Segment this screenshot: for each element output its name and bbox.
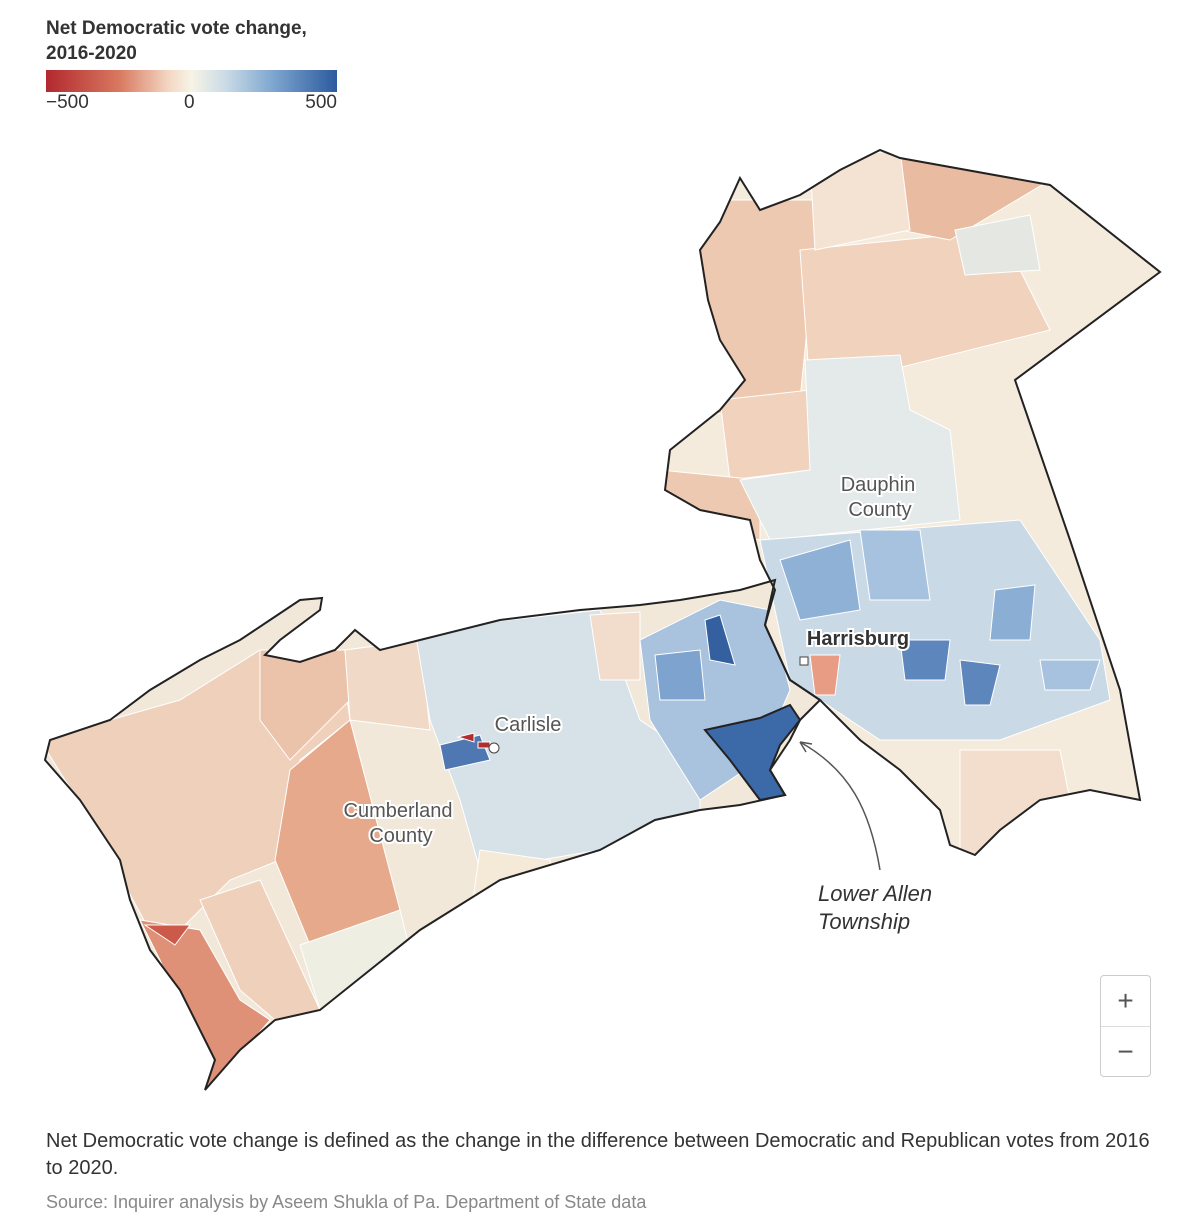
annotation-leader-line bbox=[799, 741, 881, 871]
precinct[interactable] bbox=[954, 214, 1041, 276]
precinct[interactable] bbox=[344, 639, 431, 731]
precinct[interactable] bbox=[1039, 659, 1101, 691]
lower-allen-township[interactable] bbox=[703, 703, 802, 802]
precinct[interactable] bbox=[779, 539, 861, 621]
precinct[interactable] bbox=[589, 611, 641, 681]
precinct[interactable] bbox=[989, 584, 1036, 641]
precinct[interactable] bbox=[143, 924, 191, 946]
precinct[interactable] bbox=[456, 732, 475, 743]
label-carlisle: Carlisle bbox=[495, 714, 562, 736]
label-harrisburg: Harrisburg bbox=[807, 628, 909, 650]
annotation-line-2: Township bbox=[818, 909, 911, 934]
choropleth-map[interactable]: Dauphin County Cumberland County Harrisb… bbox=[0, 0, 1200, 1110]
precinct[interactable] bbox=[959, 749, 1081, 860]
annotation-line-1: Lower Allen bbox=[818, 881, 933, 906]
harrisburg-marker bbox=[799, 656, 809, 666]
legend-min-label: −500 bbox=[46, 92, 89, 113]
zoom-out-button[interactable]: − bbox=[1117, 1036, 1134, 1067]
cumberland-county-precincts[interactable] bbox=[40, 580, 840, 1100]
precinct[interactable] bbox=[899, 639, 951, 681]
precinct[interactable] bbox=[469, 849, 561, 921]
zoom-in-button[interactable]: + bbox=[1101, 976, 1150, 1027]
source-line: Source: Inquirer analysis by Aseem Shukl… bbox=[46, 1192, 647, 1212]
annotation-lower-allen: Lower Allen Township bbox=[818, 880, 932, 936]
label-cumberland-county: County bbox=[369, 825, 432, 847]
carlisle-marker bbox=[488, 742, 500, 754]
precinct[interactable] bbox=[139, 919, 271, 1090]
precinct[interactable] bbox=[477, 741, 491, 749]
legend-max-label: 500 bbox=[305, 92, 337, 113]
label-dauphin-county: County bbox=[848, 499, 911, 521]
footnote: Net Democratic vote change is defined as… bbox=[46, 1130, 1150, 1179]
precinct[interactable] bbox=[739, 354, 961, 541]
precinct[interactable] bbox=[809, 654, 841, 696]
precinct[interactable] bbox=[859, 529, 931, 601]
legend: Net Democratic vote change, 2016-2020 −5… bbox=[46, 16, 346, 114]
precinct[interactable] bbox=[704, 614, 736, 666]
arrow-head-icon bbox=[799, 741, 813, 753]
precinct[interactable] bbox=[654, 649, 706, 701]
label-cumberland: Cumberland bbox=[344, 800, 453, 822]
zoom-controls: + − bbox=[1100, 975, 1151, 1077]
legend-title: Net Democratic vote change, 2016-2020 bbox=[46, 18, 307, 64]
legend-color-scale bbox=[46, 70, 337, 92]
precinct[interactable] bbox=[679, 199, 821, 421]
label-dauphin: Dauphin bbox=[841, 474, 916, 496]
precinct[interactable] bbox=[959, 659, 1001, 706]
legend-mid-label: 0 bbox=[184, 92, 195, 113]
precinct[interactable] bbox=[719, 389, 811, 481]
